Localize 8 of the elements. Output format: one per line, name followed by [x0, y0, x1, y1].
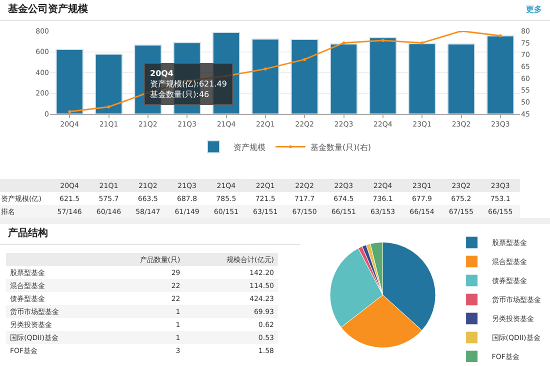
- chart-title: 基金公司资产规模: [8, 4, 88, 15]
- annotation: 20Q4: [150, 69, 174, 78]
- text: 更多: [526, 4, 542, 16]
- text: 产品结构: [0, 224, 300, 245]
- legend-label: 基金数量(只)(右): [310, 142, 371, 152]
- annotation: 资产规模(亿):621.49: [150, 79, 227, 88]
- annotation: 基金数量(只):46: [150, 90, 210, 99]
- legend-label: 资产规模: [234, 142, 266, 152]
